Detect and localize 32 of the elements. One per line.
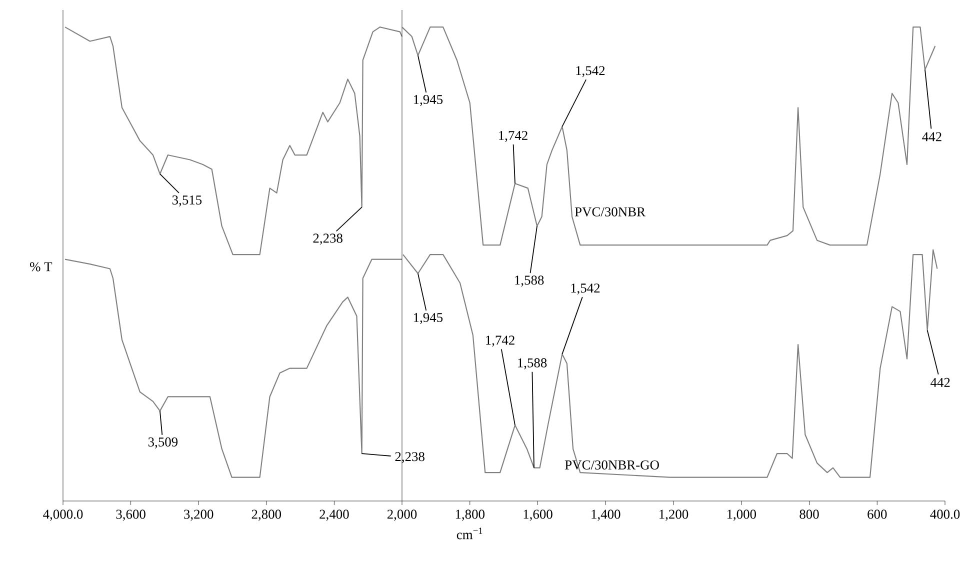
annotation: 3,509 (148, 437, 178, 448)
x-tick-label: 800 (800, 510, 819, 519)
annotation: 1,588 (515, 276, 544, 287)
annotation: 1,588 (518, 358, 547, 370)
annotation: 442 (922, 132, 942, 142)
annotation: 1,945 (414, 95, 443, 106)
annotation: 2,238 (395, 452, 424, 464)
x-tick-label: 400.0 (930, 510, 960, 519)
x-tick-label: 1,200 (660, 510, 688, 521)
x-tick-label: 2,800 (252, 510, 282, 521)
x-tick-label: 1,000 (727, 510, 756, 521)
x-tick-label: 600 (868, 510, 887, 519)
annotation: 442 (930, 378, 950, 387)
x-tick-label: 3,200 (184, 510, 214, 521)
x-tick-label: 1,600 (524, 510, 552, 521)
series-label: PVC/30NBR-GO (565, 460, 659, 470)
y-axis-title: % T (30, 262, 52, 272)
annotation: 1,945 (414, 313, 443, 324)
x-tick-label: 4,000.0 (43, 510, 83, 521)
x-tick-label: 1,800 (456, 510, 484, 521)
annotation: 2,238 (313, 234, 342, 245)
x-tick-label: 2,000 (387, 510, 417, 521)
annotation: 1,742 (499, 130, 528, 142)
annotation: 1,542 (576, 66, 605, 78)
x-axis-title: cm$^{−1}$ (456, 528, 482, 540)
annotation: 1,542 (571, 284, 600, 295)
series-label: PVC/30NBR (574, 207, 646, 216)
x-tick-label: 2,400 (320, 510, 349, 521)
x-tick-label: 1,400 (592, 510, 620, 521)
x-tick-label: 3,600 (116, 510, 146, 521)
annotation: 1,742 (486, 336, 514, 347)
annotation: 3,515 (172, 195, 202, 206)
